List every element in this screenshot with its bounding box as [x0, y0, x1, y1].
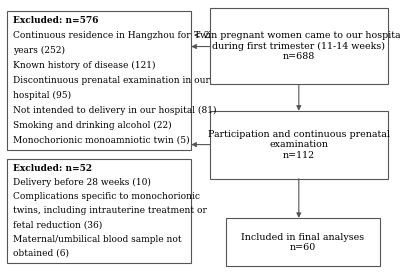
Text: Continuous residence in Hangzhou for < 2: Continuous residence in Hangzhou for < 2 [13, 31, 210, 40]
Text: hospital (95): hospital (95) [13, 91, 71, 100]
Text: Excluded: n=52: Excluded: n=52 [13, 163, 92, 173]
Text: Participation and continuous prenatal
examination
n=112: Participation and continuous prenatal ex… [208, 130, 390, 160]
FancyBboxPatch shape [7, 159, 191, 263]
Text: Maternal/umbilical blood sample not: Maternal/umbilical blood sample not [13, 235, 182, 243]
Text: Twin pregnant women came to our hospital
during first trimester (11-14 weeks)
n=: Twin pregnant women came to our hospital… [194, 31, 400, 61]
Text: years (252): years (252) [13, 46, 65, 55]
FancyBboxPatch shape [226, 218, 380, 266]
Text: twins, including intrauterine treatment or: twins, including intrauterine treatment … [13, 206, 207, 215]
Text: Delivery before 28 weeks (10): Delivery before 28 weeks (10) [13, 178, 151, 187]
FancyBboxPatch shape [210, 8, 388, 84]
FancyBboxPatch shape [7, 11, 191, 150]
Text: Complications specific to monochorionic: Complications specific to monochorionic [13, 192, 200, 201]
Text: Excluded: n=576: Excluded: n=576 [13, 16, 99, 25]
Text: Known history of disease (121): Known history of disease (121) [13, 61, 156, 70]
FancyBboxPatch shape [210, 111, 388, 179]
Text: obtained (6): obtained (6) [13, 249, 69, 258]
Text: Smoking and drinking alcohol (22): Smoking and drinking alcohol (22) [13, 120, 172, 130]
Text: Discontinuous prenatal examination in our: Discontinuous prenatal examination in ou… [13, 76, 210, 85]
Text: Monochorionic monoamniotic twin (5): Monochorionic monoamniotic twin (5) [13, 135, 190, 144]
Text: Included in final analyses
n=60: Included in final analyses n=60 [242, 232, 364, 252]
Text: fetal reduction (36): fetal reduction (36) [13, 220, 102, 229]
Text: Not intended to delivery in our hospital (81): Not intended to delivery in our hospital… [13, 106, 217, 115]
